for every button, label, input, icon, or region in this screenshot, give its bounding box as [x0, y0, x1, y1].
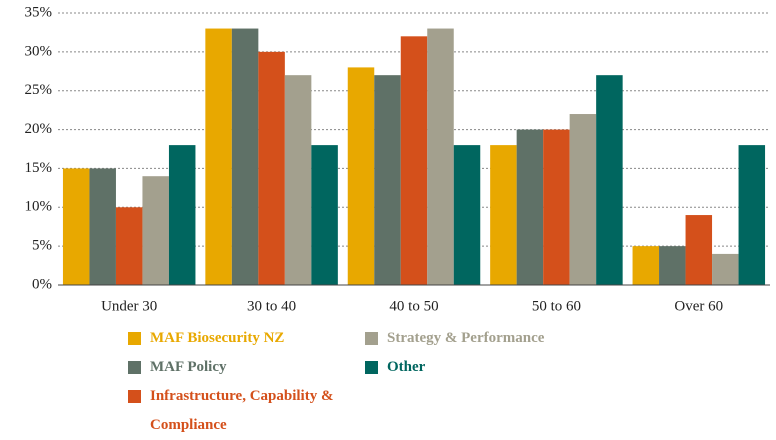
bar [347, 67, 375, 286]
legend-item: Other [365, 353, 585, 382]
legend-label: Other [387, 359, 426, 375]
bar [738, 145, 766, 285]
bar [168, 145, 196, 285]
chart: 0% 5% 10% 15% 20% 25% 30% 35% Under 30 30 to 40 40… [25, 4, 770, 314]
legend: MAF Biosecurity NZ MAF Policy Infrastructu… [128, 324, 585, 440]
bar [453, 145, 481, 285]
x-tick-label: 30 to 40 [247, 298, 296, 314]
bar [89, 168, 116, 285]
y-tick-label: 25% [25, 82, 53, 98]
legend-swatch [128, 390, 141, 403]
bar [516, 129, 544, 285]
legend-label: Infrastructure, Capability & Compliance [150, 388, 334, 433]
legend-item: MAF Policy [128, 353, 365, 382]
bar [400, 36, 428, 285]
bar [258, 51, 285, 285]
bar [427, 28, 454, 286]
legend-swatch [365, 332, 378, 345]
y-tick-label: 5% [32, 238, 52, 254]
bar [596, 75, 623, 286]
y-tick-label: 35% [25, 4, 53, 20]
bar [311, 145, 338, 285]
y-tick-label: 20% [25, 121, 53, 137]
bar [284, 75, 312, 286]
legend-label: MAF Policy [150, 359, 227, 375]
bar [62, 168, 90, 285]
x-tick-label: Over 60 [674, 298, 723, 314]
legend-item: Infrastructure, Capability & Compliance [128, 382, 365, 440]
legend-item: Strategy & Performance [365, 324, 585, 353]
bar [685, 215, 713, 285]
bar [543, 129, 570, 285]
legend-label: Strategy & Performance [387, 330, 545, 346]
legend-item: MAF Biosecurity NZ [128, 324, 365, 353]
bar [115, 207, 143, 285]
y-tick-label: 10% [25, 199, 53, 215]
y-tick-label: 0% [32, 276, 52, 292]
y-tick-label: 30% [25, 43, 53, 59]
bar [712, 253, 739, 285]
bar [632, 246, 660, 285]
y-tick-label: 15% [25, 160, 53, 176]
bar [374, 75, 401, 286]
x-tick-label: 40 to 50 [389, 298, 438, 314]
legend-label: MAF Biosecurity NZ [150, 330, 285, 346]
bar [490, 145, 517, 285]
x-tick-label: 50 to 60 [532, 298, 581, 314]
bar [231, 28, 259, 286]
x-tick-label: Under 30 [101, 298, 157, 314]
bar [569, 114, 597, 286]
bar [659, 246, 686, 285]
legend-swatch [128, 332, 141, 345]
bar [205, 28, 232, 286]
bar [142, 176, 169, 285]
legend-swatch [128, 361, 141, 374]
legend-swatch [365, 361, 378, 374]
